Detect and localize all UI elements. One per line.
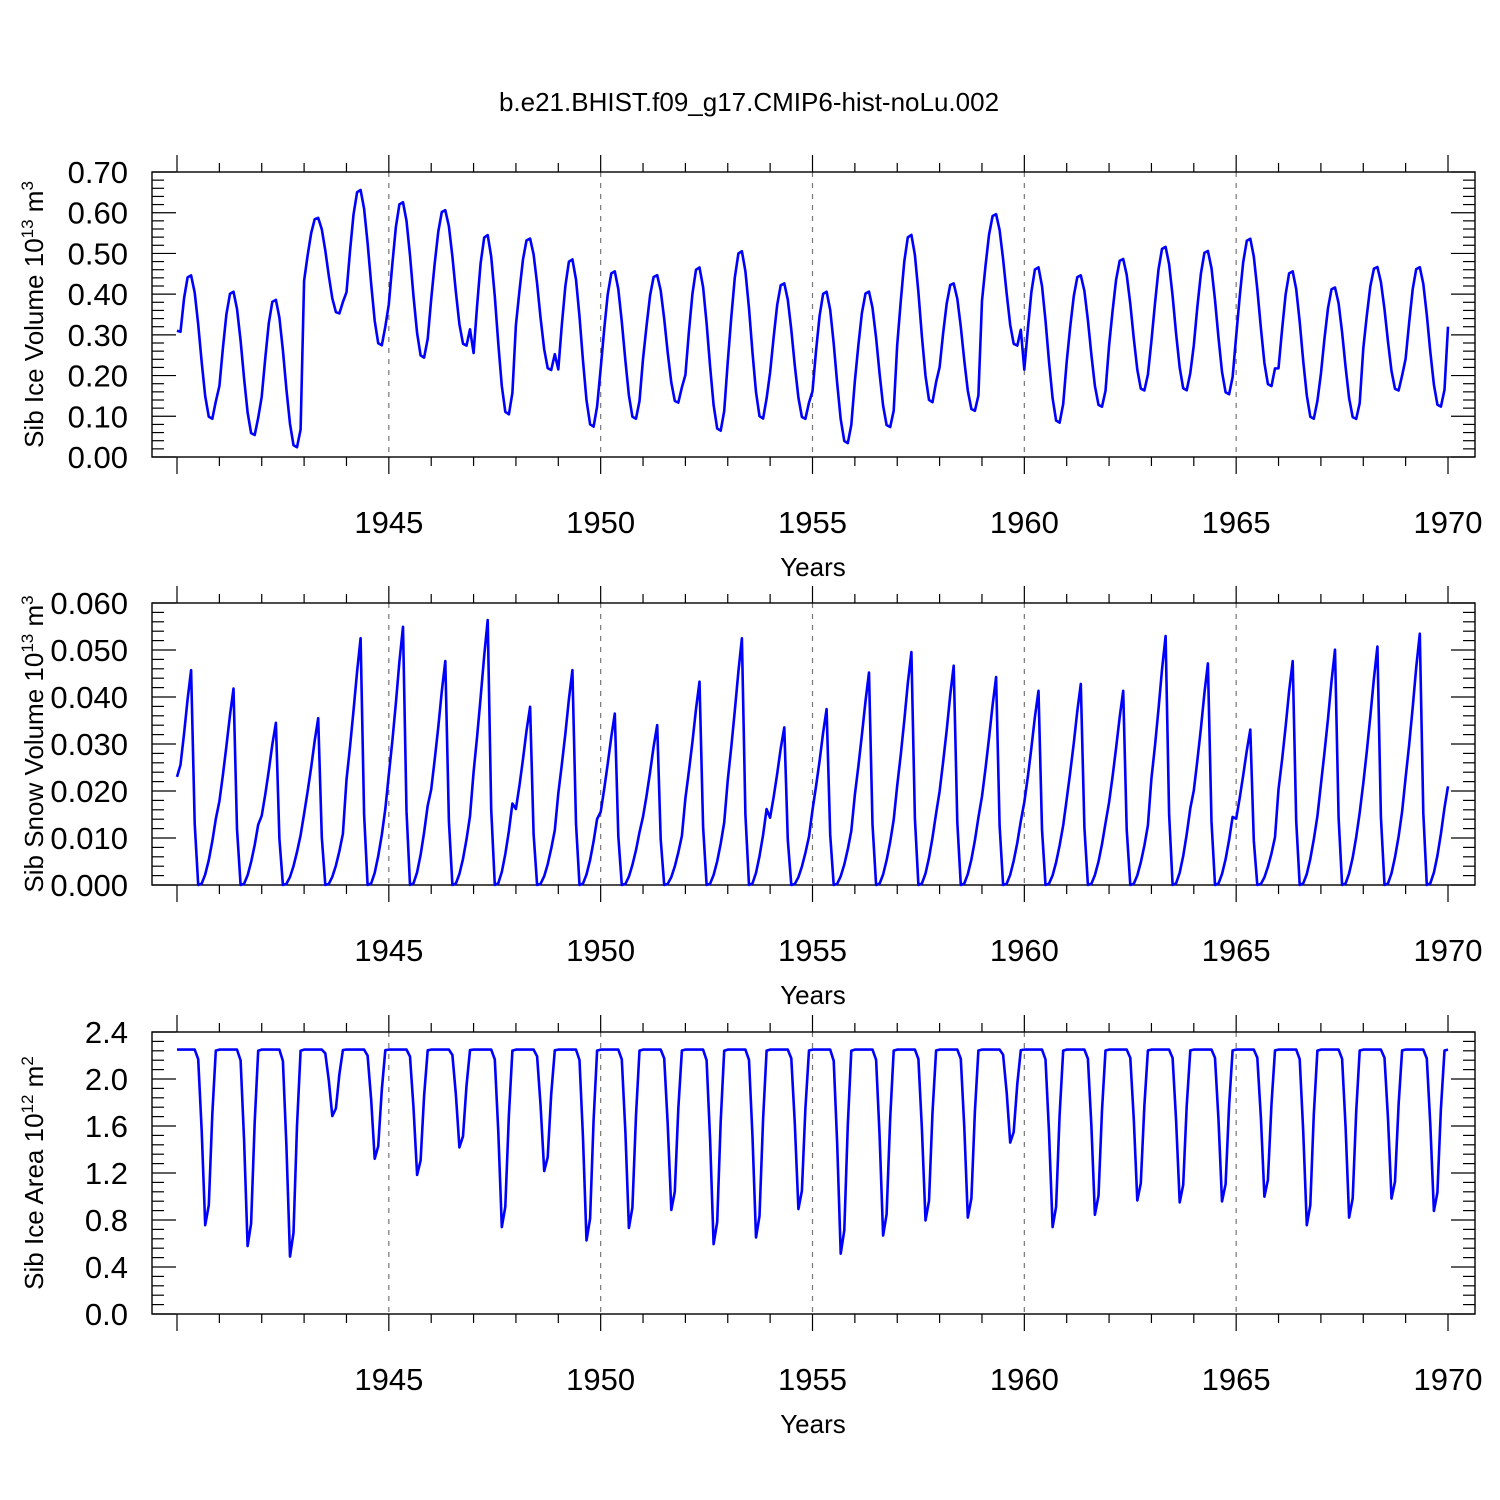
y-tick-label: 1.2: [85, 1156, 128, 1191]
ice-area-panel: 1945 1950 1955 1960 1965 1970 0.0 0.4 0.8 1.2 1.6 2…: [18, 1015, 1482, 1439]
plot-frame: [151, 1031, 1476, 1315]
y-axis-label: Sib Snow Volume 1013 m3: [18, 595, 49, 892]
x-tick-label: 1945: [354, 1362, 423, 1397]
x-axis-label: Years: [780, 552, 846, 582]
ice-volume-panel: 1945 1950 1955 1960 1965 1970 0.00 0.10 0.20 0.30…: [18, 155, 1482, 582]
y-tick-label: 0.70: [68, 155, 128, 190]
y-tick-label: 0.0: [85, 1297, 128, 1332]
x-tick-label: 1945: [354, 933, 423, 968]
y-axis-label-ylabel: Sib Snow Volume 10: [19, 653, 49, 893]
y-axis-label-ylabel-unit: m: [19, 1066, 49, 1095]
y-axis-label-ylabel-unit: m: [19, 191, 49, 220]
x-tick-label: 1955: [778, 1362, 847, 1397]
x-tick-label: 1970: [1414, 933, 1483, 968]
y-tick-label: 0.8: [85, 1203, 128, 1238]
x-tick-label: 1960: [990, 1362, 1059, 1397]
x-tick-label: 1970: [1414, 1362, 1483, 1397]
y-tick-label: 0.040: [50, 680, 128, 715]
x-tick-label: 1955: [778, 505, 847, 540]
x-tick-label: 1965: [1202, 1362, 1271, 1397]
y-axis-label-ylabel-exp: 13: [18, 634, 37, 653]
y-tick-label: 1.6: [85, 1109, 128, 1144]
y-tick-label: 0.030: [50, 727, 128, 762]
x-tick-label: 1950: [566, 933, 635, 968]
y-tick-label: 2.0: [85, 1062, 128, 1097]
x-tick-label: 1960: [990, 933, 1059, 968]
y-tick-label: 0.40: [68, 277, 128, 312]
y-tick-label: 0.20: [68, 359, 128, 394]
y-axis-label-ylabel: Sib Ice Area 10: [19, 1113, 49, 1289]
y-axis-label-ylabel-exp: 12: [18, 1095, 37, 1114]
y-tick-label: 0.30: [68, 318, 128, 353]
panels: 1945 1950 1955 1960 1965 1970 0.00 0.10 0.20 0.30…: [18, 155, 1482, 1439]
chart-title: b.e21.BHIST.f09_g17.CMIP6-hist-noLu.002: [499, 87, 999, 117]
x-axis-label: Years: [780, 1409, 846, 1439]
y-tick-label: 0.010: [50, 821, 128, 856]
y-axis-label-ylabel: Sib Ice Volume 10: [19, 238, 49, 448]
y-axis-label-ylabel-exp: 13: [18, 219, 37, 238]
x-tick-label: 1955: [778, 933, 847, 968]
y-tick-label: 0.50: [68, 236, 128, 271]
plot-frame: [151, 171, 1476, 458]
y-tick-label: 0.050: [50, 633, 128, 668]
y-tick-label: 0.000: [50, 868, 128, 903]
y-tick-label: 0.060: [50, 586, 128, 621]
x-tick-label: 1950: [566, 1362, 635, 1397]
y-tick-label: 0.60: [68, 196, 128, 231]
y-axis-label: Sib Ice Area 1012 m2: [18, 1056, 49, 1290]
y-axis-label-ylabel-unit: m: [19, 605, 49, 634]
y-axis-label-ylabel-unit-exp: 3: [18, 181, 37, 190]
ice-volume-series-line: [176, 188, 1450, 449]
y-tick-label: 0.020: [50, 774, 128, 809]
x-tick-label: 1965: [1202, 505, 1271, 540]
y-tick-label: 0.00: [68, 440, 128, 475]
y-tick-label: 0.10: [68, 399, 128, 434]
x-tick-label: 1945: [354, 505, 423, 540]
x-tick-label: 1960: [990, 505, 1059, 540]
snow-volume-series-line: [175, 618, 1450, 887]
ice-area-series-line: [177, 1048, 1449, 1258]
y-tick-label: 2.4: [85, 1015, 128, 1050]
y-axis-label: Sib Ice Volume 1013 m3: [18, 181, 49, 448]
x-tick-label: 1950: [566, 505, 635, 540]
y-tick-label: 0.4: [85, 1250, 128, 1285]
x-tick-label: 1970: [1414, 505, 1483, 540]
x-axis-label: Years: [780, 980, 846, 1010]
y-axis-label-ylabel-unit-exp: 2: [18, 1056, 37, 1065]
snow-volume-panel: 1945 1950 1955 1960 1965 1970 0.000 0.010 0.020 0…: [18, 586, 1482, 1010]
y-axis-label-ylabel-unit-exp: 3: [18, 595, 37, 604]
x-tick-label: 1965: [1202, 933, 1271, 968]
